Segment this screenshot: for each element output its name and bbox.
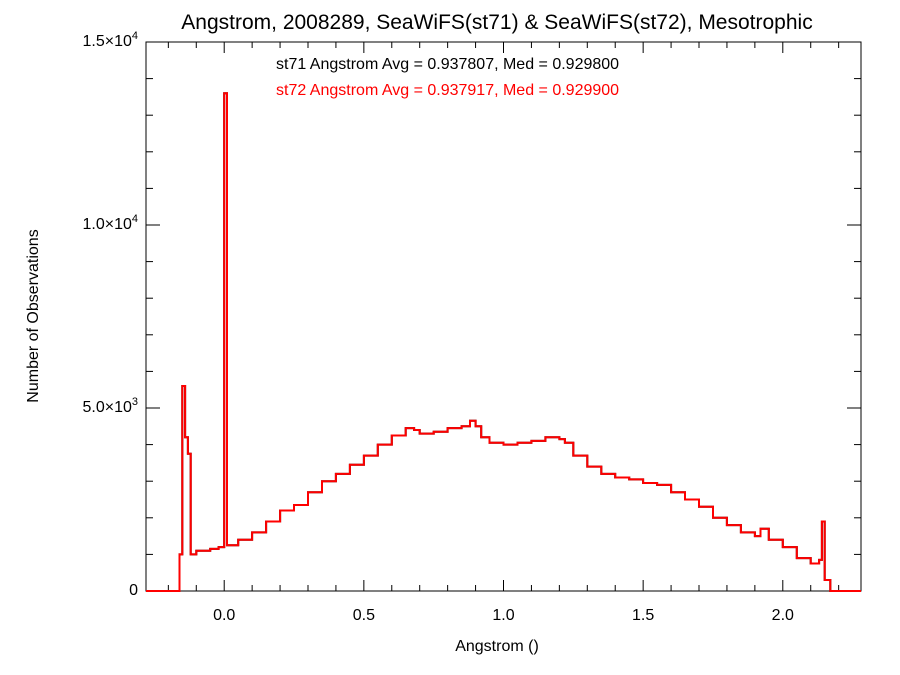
y-tick-mantissa: 0 [129, 582, 138, 599]
series-line-st72 [146, 92, 861, 592]
chart-title: Angstrom, 2008289, SeaWiFS(st71) & SeaWi… [181, 11, 812, 34]
x-tick-label: 2.0 [772, 607, 794, 624]
plot-frame [145, 41, 862, 592]
x-tick-label: 1.5 [632, 607, 654, 624]
series-layer [146, 92, 861, 592]
x-tick-label: 1.0 [492, 607, 514, 624]
annotations: st71 Angstrom Avg = 0.937807, Med = 0.92… [276, 56, 619, 99]
y-tick-mantissa: 1.0×10 [82, 216, 131, 233]
annotation-st72: st72 Angstrom Avg = 0.937917, Med = 0.92… [276, 82, 619, 99]
x-tick-label: 0.0 [213, 607, 235, 624]
y-tick-exponent: 3 [132, 396, 138, 408]
x-axis: 0.0 0.5 1.0 1.5 2.0 [167, 42, 840, 624]
y-tick-exponent: 4 [132, 213, 138, 225]
y-tick-exponent: 4 [132, 30, 138, 42]
y-tick-mantissa: 1.5×10 [82, 33, 131, 50]
y-tick-mantissa: 5.0×10 [82, 399, 131, 416]
x-tick-label: 0.5 [353, 607, 375, 624]
y-tick-label: 1.0×104 [82, 213, 138, 233]
y-axis-label: Number of Observations [25, 229, 42, 402]
y-tick-label: 0 [129, 582, 138, 599]
series-line-st71 [146, 92, 861, 592]
y-tick-label: 5.0×103 [82, 396, 138, 416]
y-tick-label: 1.5×104 [82, 30, 138, 50]
annotation-st71: st71 Angstrom Avg = 0.937807, Med = 0.92… [276, 56, 619, 73]
x-axis-label: Angstrom () [455, 638, 539, 655]
